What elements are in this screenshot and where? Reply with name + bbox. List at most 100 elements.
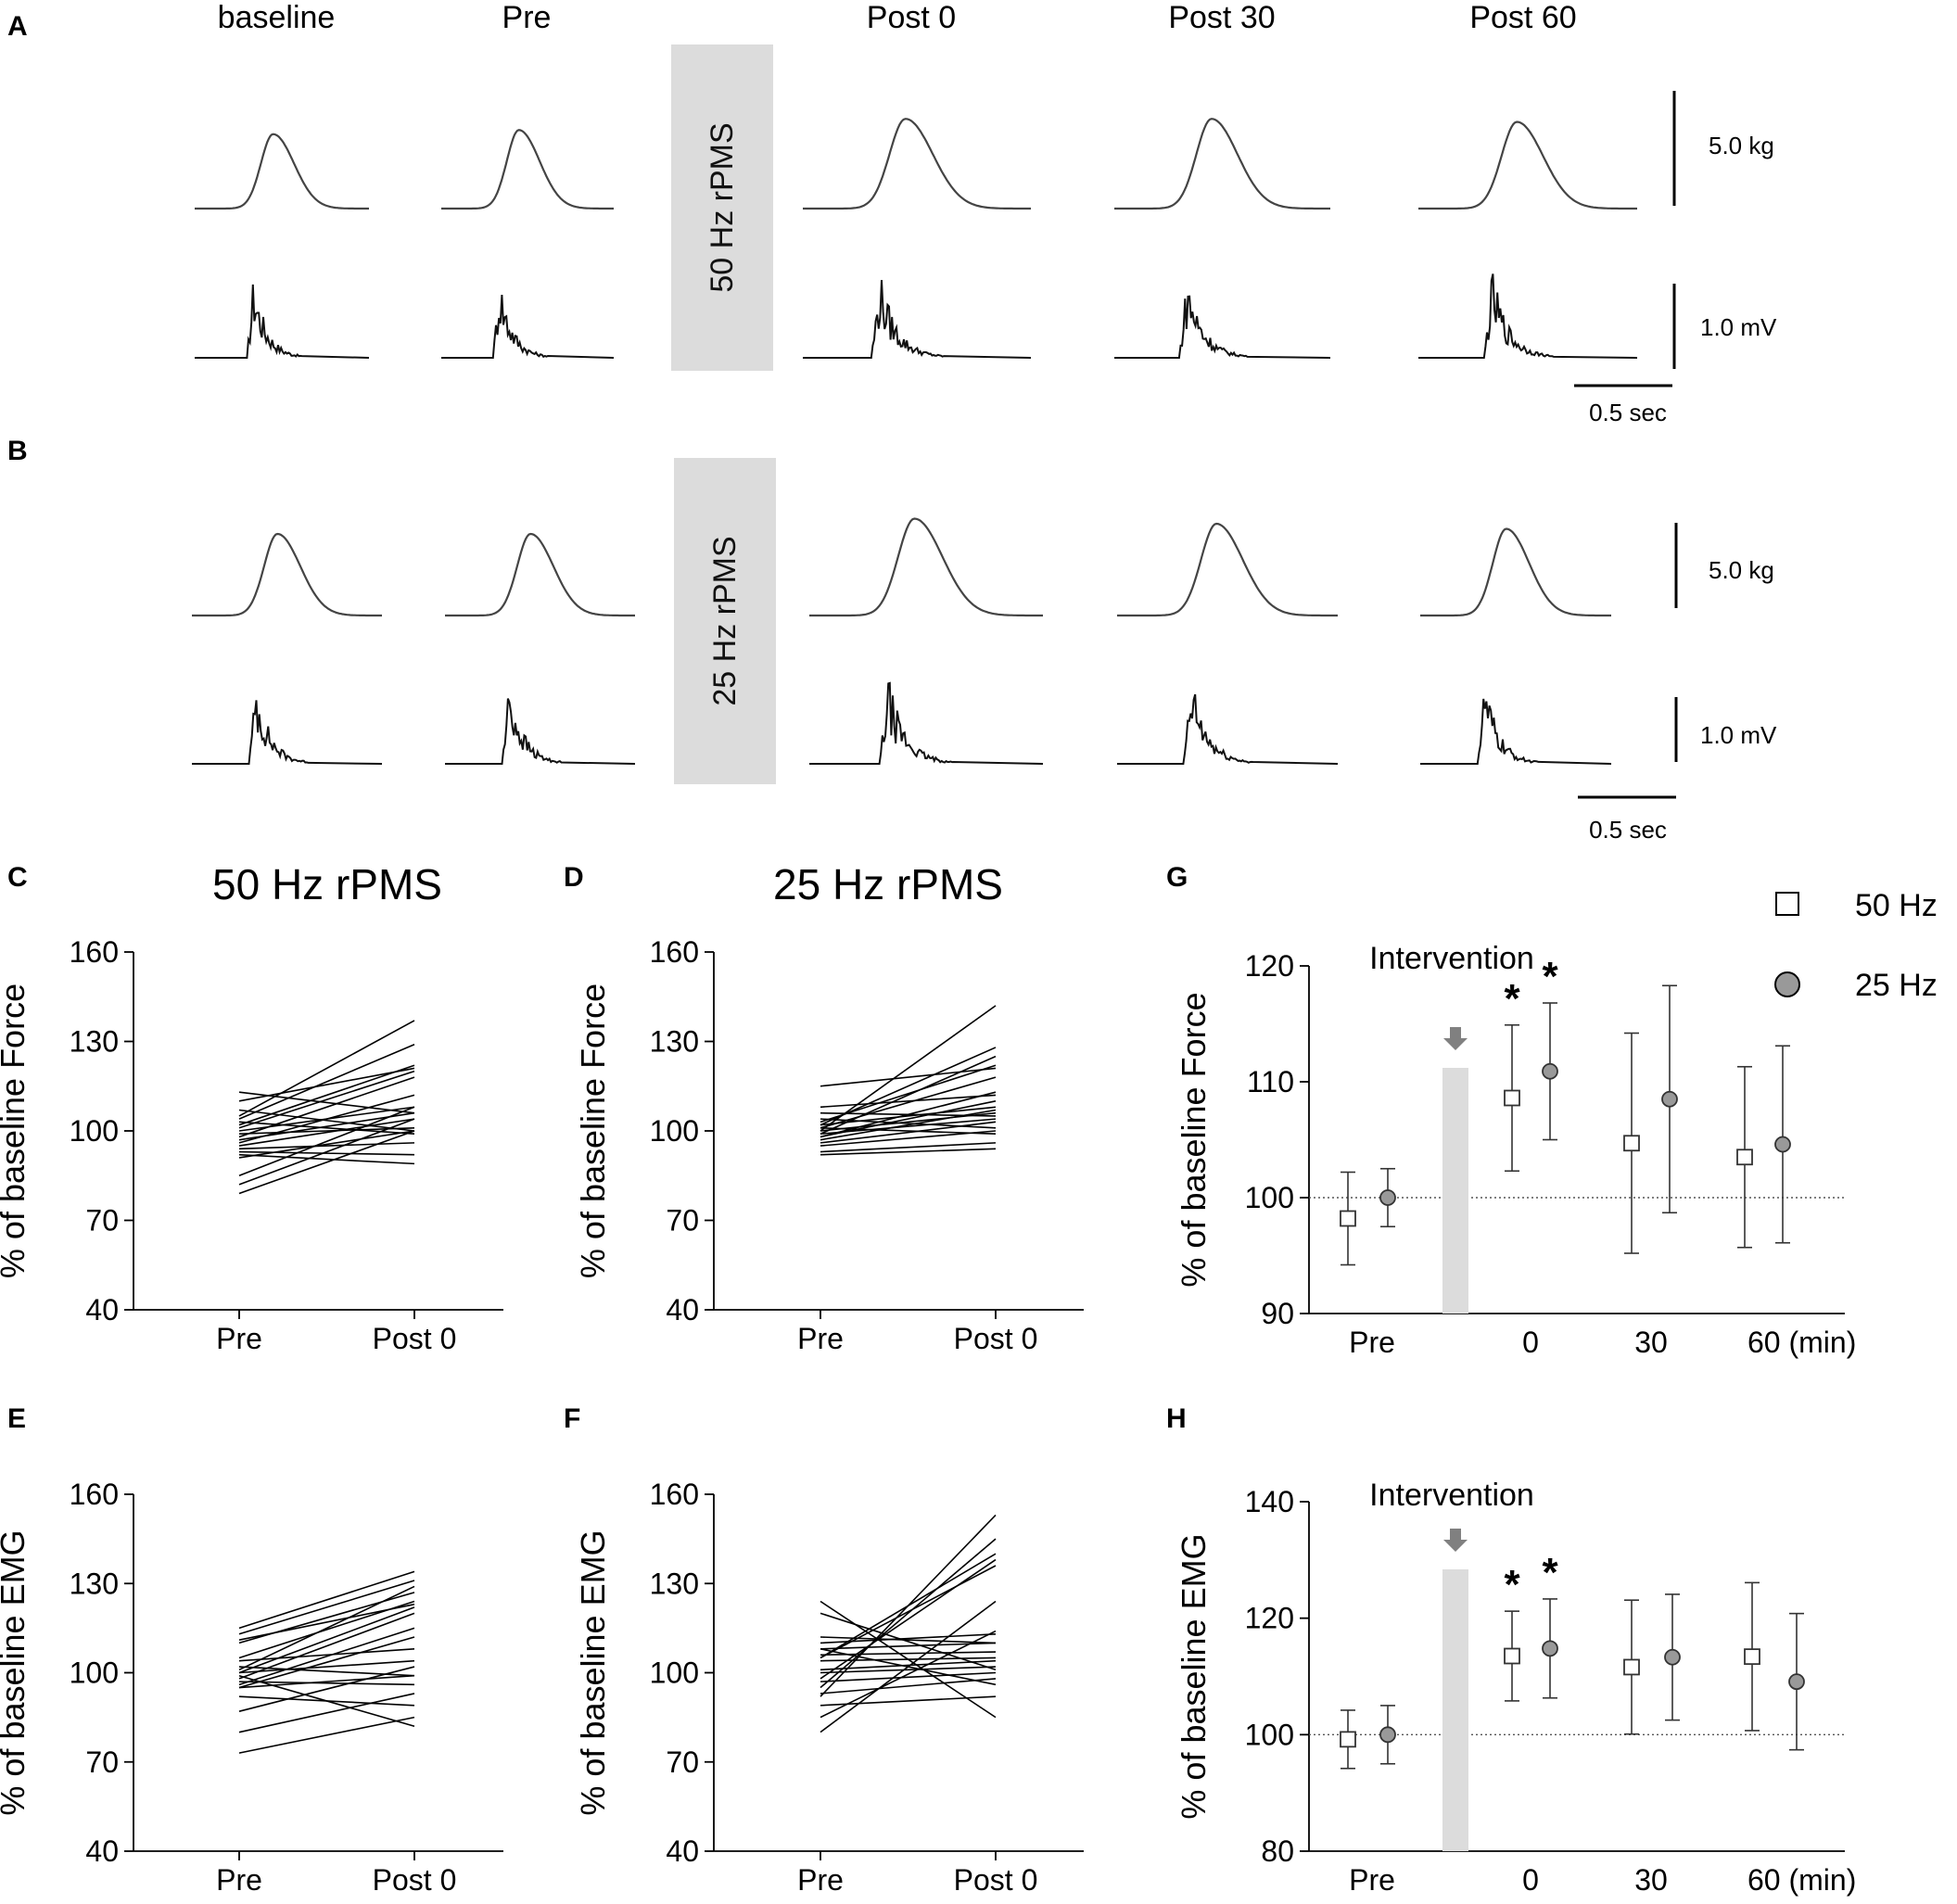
y-tick-label: 110 [1247,1065,1294,1098]
legend-label-50hz: 50 Hz [1855,888,1938,923]
mean-marker-square [1623,1135,1640,1152]
subject-line [238,1106,415,1176]
panel-a: A baseline Pre Post 0 Post 30 Post 60 50… [7,0,1777,426]
mean-marker-square [1340,1210,1356,1227]
x-tick-label: 30 [1634,1326,1668,1359]
x-tick-label: Post 0 [954,1322,1038,1355]
force-trace [1117,522,1338,617]
y-axis-label: % of baseline Force [574,984,612,1278]
x-tick-label: Pre [216,1863,262,1897]
subject-line [238,1130,415,1159]
subject-line [820,1118,997,1129]
x-tick-label: 60 (min) [1747,1863,1856,1897]
paired-chart-f: 40 70 100 130 160 Pre Post 0 % of baseline EMG [574,1478,1084,1897]
column-title-pre: Pre [502,0,552,35]
subject-line [820,1094,997,1109]
subject-line [820,1005,997,1132]
subject-line [238,1659,415,1674]
mean-marker-square [1623,1658,1640,1676]
subject-line [820,1648,997,1686]
subject-line [238,1070,415,1129]
subject-line [238,1612,415,1680]
emg-trace [195,284,370,359]
significance-star: * [1504,1562,1520,1607]
emg-scale-label-b: 1.0 mV [1700,721,1777,749]
y-tick-label: 130 [650,1025,699,1059]
emg-trace [441,294,615,359]
subject-line [238,1126,415,1136]
column-title-post-30: Post 30 [1168,0,1275,35]
y-tick-label: 70 [85,1204,119,1238]
y-tick-label: 130 [70,1567,119,1600]
y-tick-label: 160 [70,935,119,969]
panel-letter-e: E [7,1403,26,1434]
subject-line [820,1091,997,1138]
emg-trace [445,698,636,765]
y-tick-label: 160 [70,1478,119,1511]
subject-line [238,1142,415,1150]
column-title-baseline: baseline [218,0,336,35]
mean-marker-circle [1542,1062,1558,1080]
force-trace [803,118,1031,210]
y-tick-label: 70 [666,1204,699,1238]
y-tick-label: 130 [70,1025,119,1059]
summary-chart-h: 80 100 120 140 Pre 0 30 60 (min) % of baseline E… [1175,1478,1856,1897]
panel-h: H 80 100 120 140 Pre 0 30 60 (min) % of baseline… [1166,1403,1856,1897]
subject-line [238,1109,415,1132]
y-tick-label: 120 [1245,949,1294,983]
subject-line [820,1142,997,1153]
force-scale-label-b: 5.0 kg [1709,556,1774,584]
x-tick-label: Pre [1349,1326,1395,1359]
y-tick-label: 70 [85,1745,119,1779]
subject-line [820,1106,997,1126]
subject-line [820,1558,997,1680]
emg-trace [192,700,383,765]
emg-trace [809,681,1044,765]
subject-line [238,1585,415,1671]
x-tick-label: 30 [1634,1863,1668,1897]
subject-line [238,1606,415,1674]
mean-marker-circle [1774,1136,1791,1153]
subject-line [820,1538,997,1689]
mean-marker-circle [1542,1640,1558,1657]
subject-line [238,1681,415,1686]
panel-d: D 25 Hz rPMS 40 70 100 130 160 Pre Post 0 % of … [564,860,1084,1355]
subject-line [820,1148,997,1156]
subject-line [820,1553,997,1659]
force-trace [1420,527,1611,617]
paired-chart-e: 40 70 100 130 160 Pre Post 0 % of baseline EMG [0,1478,503,1897]
mean-marker-circle [1664,1648,1681,1666]
panel-letter-c: C [7,862,28,893]
down-arrow-icon [1443,1529,1468,1552]
subject-line [820,1076,997,1129]
y-axis-label: % of baseline Force [1175,992,1213,1287]
emg-trace [1418,273,1638,359]
y-axis-label: % of baseline Force [0,984,32,1278]
mean-marker-circle [1661,1090,1678,1108]
y-tick-label: 130 [650,1567,699,1600]
y-tick-label: 100 [1245,1718,1294,1751]
y-axis-label: % of baseline EMG [1175,1533,1213,1819]
subject-line [238,1153,415,1165]
intervention-label: Intervention [1369,1478,1534,1513]
y-tick-label: 40 [85,1834,119,1868]
subject-line [238,1118,415,1147]
subject-line [238,1121,415,1136]
subject-line [238,1666,415,1712]
column-title-post-60: Post 60 [1469,0,1576,35]
subject-line [238,1118,415,1186]
force-trace [441,129,614,210]
panel-g: G 90 100 110 120 Pre 0 30 60 (min) % of baseline… [1166,862,1856,1359]
subject-line [238,1570,415,1630]
summary-chart-g: 90 100 110 120 Pre 0 30 60 (min) % of baseline F… [1175,941,1856,1359]
emg-trace [1420,698,1612,765]
panel-letter-h: H [1166,1403,1187,1434]
band-label-50hz: 50 Hz rPMS [705,122,740,292]
traces-a [195,118,1638,359]
x-tick-label: Post 0 [954,1863,1038,1897]
panel-f: F 40 70 100 130 160 Pre Post 0 % of baseline EM… [564,1403,1084,1897]
subject-line [238,1716,415,1754]
x-tick-label: Pre [1349,1863,1395,1897]
mean-marker-circle [1379,1726,1396,1744]
subject-line [820,1118,997,1136]
